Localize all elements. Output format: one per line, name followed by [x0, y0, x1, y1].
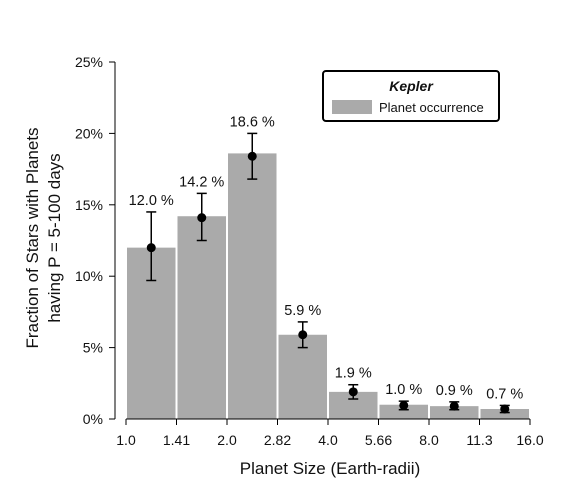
- x-tick-label: 11.3: [466, 432, 492, 448]
- y-axis-title-line-2: having P = 5-100 days: [45, 153, 64, 322]
- data-label: 5.9 %: [284, 303, 321, 319]
- legend-entry-label: Planet occurrence: [379, 100, 484, 115]
- x-tick-label: 1.0: [116, 432, 136, 448]
- bar: [379, 404, 428, 419]
- y-tick-label: 5%: [83, 340, 103, 356]
- legend-swatch: [332, 100, 372, 114]
- data-label: 1.0 %: [385, 382, 422, 398]
- data-point: [449, 401, 459, 411]
- x-tick-label: 4.0: [318, 432, 338, 448]
- y-tick-label: 20%: [75, 125, 103, 141]
- data-point: [298, 330, 308, 340]
- bar: [177, 216, 226, 419]
- bar: [278, 334, 327, 419]
- x-axis-title: Planet Size (Earth-radii): [240, 459, 420, 478]
- data-point: [197, 213, 207, 223]
- y-tick-label: 15%: [75, 197, 103, 213]
- y-axis-title-line-1: Fraction of Stars with Planets: [23, 127, 42, 348]
- x-tick-label: 2.82: [264, 432, 291, 448]
- y-tick-label: 10%: [75, 268, 103, 284]
- data-label: 12.0 %: [129, 193, 174, 209]
- y-tick-label: 0%: [83, 411, 103, 427]
- data-label: 1.9 %: [335, 366, 372, 382]
- data-label: 18.6 %: [230, 114, 275, 130]
- data-label: 14.2 %: [179, 174, 224, 190]
- x-tick-label: 1.41: [163, 432, 190, 448]
- legend: Kepler Planet occurrence: [322, 70, 500, 122]
- data-point: [146, 243, 156, 253]
- x-tick-label: 16.0: [516, 432, 543, 448]
- x-tick-label: 2.0: [217, 432, 237, 448]
- data-label: 0.7 %: [486, 386, 523, 402]
- bar: [430, 406, 479, 419]
- bar: [228, 153, 277, 419]
- data-point: [348, 387, 358, 397]
- data-point: [399, 400, 409, 410]
- x-tick-label: 5.66: [365, 432, 392, 448]
- legend-title: Kepler: [389, 78, 434, 94]
- data-point: [500, 404, 510, 414]
- bar: [480, 409, 529, 419]
- data-label: 0.9 %: [436, 383, 473, 399]
- data-point: [247, 151, 257, 161]
- y-tick-label: 25%: [75, 54, 103, 70]
- x-tick-label: 8.0: [419, 432, 439, 448]
